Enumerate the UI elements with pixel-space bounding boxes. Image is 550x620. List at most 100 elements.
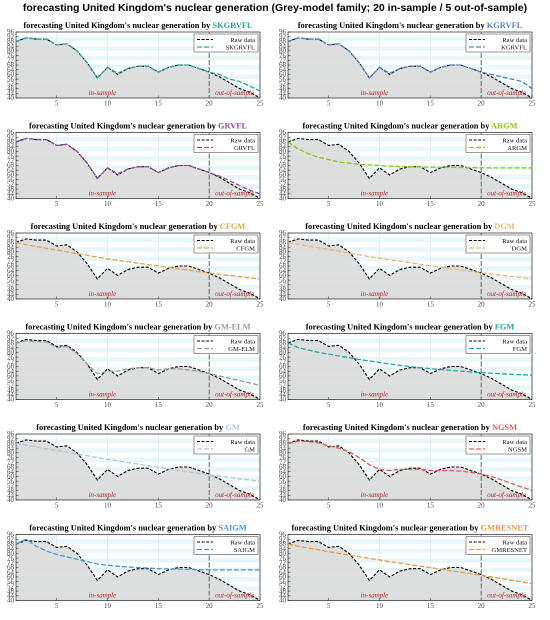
y-tick-label: 76 [7,454,15,462]
y-tick-label: 88 [279,138,287,146]
y-tick-label: 88 [279,239,287,247]
panel-title: forecasting United Kingdom's nuclear gen… [305,222,515,231]
y-tick-label: 60 [279,171,287,179]
y-tick-label: 48 [279,487,287,495]
y-tick-label: 76 [279,152,287,160]
y-tick-label: 96 [279,129,287,137]
model-forecast-line [287,543,533,585]
in-sample-label: in-sample [361,391,389,399]
y-tick-label: 88 [279,38,287,46]
legend-label-raw: Raw data [502,37,527,44]
legend-label-model: SAIGM [234,547,255,554]
y-tick-label: 44 [7,190,15,198]
y-tick-label: 84 [7,344,15,352]
y-tick-label: 64 [279,568,287,576]
y-tick-label: 92 [279,334,287,342]
panel-title: forecasting United Kingdom's nuclear gen… [29,524,247,533]
y-tick-label: 84 [279,42,287,50]
model-forecast-line [287,440,533,492]
x-tick-label: 20 [206,301,214,309]
y-tick-label: 56 [279,276,287,284]
model-forecast-line [15,241,261,280]
x-tick-label: 10 [104,200,112,208]
y-tick-label: 80 [7,349,15,357]
grid-band [288,548,532,554]
y-tick-label: 48 [279,286,287,294]
y-tick-label: 52 [7,382,15,390]
grid-band [288,338,532,343]
grid-band [288,156,532,161]
y-tick-label: 96 [279,330,287,338]
model-forecast-line [15,37,261,92]
chart-panel-dgm: forecasting United Kingdom's nuclear gen… [279,222,536,309]
y-tick-label: 52 [279,181,287,189]
y-tick-label: 76 [7,152,15,160]
out-of-sample-label: out-of-sample [487,491,526,499]
in-sample-label: in-sample [89,290,117,298]
panel-title-prefix: forecasting United Kingdom's nuclear gen… [29,524,218,533]
y-tick-label: 48 [7,185,15,193]
y-tick-label: 44 [279,290,287,298]
y-tick-label: 64 [7,367,15,375]
x-tick-label: 15 [155,401,163,409]
y-tick-label: 92 [7,535,15,543]
panel-title-model: SKGRVFL [212,21,253,30]
x-tick-label: 5 [327,401,331,409]
y-tick-label: 96 [7,531,15,539]
in-sample-label: in-sample [89,190,117,198]
x-tick-label: 15 [155,200,163,208]
y-tick-label: 40 [279,94,287,102]
grid-band [288,448,532,453]
in-sample-label: in-sample [89,89,117,97]
raw-data-line [287,338,533,400]
x-tick-label: 15 [427,502,435,510]
y-tick-label: 52 [279,583,287,591]
y-tick-label: 72 [279,358,287,366]
model-forecast-line [287,141,532,169]
legend-box [193,435,259,455]
panel-title: forecasting United Kingdom's nuclear gen… [303,423,517,432]
y-tick-label: 72 [7,458,15,466]
in-sample-label: in-sample [89,491,117,499]
panels-grid: forecasting United Kingdom's nuclear gen… [7,21,536,610]
y-tick-label: 96 [279,28,287,36]
y-tick-label: 44 [279,592,287,600]
chart-panel-gmresnet: forecasting United Kingdom's nuclear gen… [279,524,536,611]
grid-band [288,55,532,61]
legend-label-raw: Raw data [230,338,255,345]
x-tick-label: 25 [257,602,265,610]
y-tick-label: 64 [279,468,287,476]
y-tick-label: 52 [279,281,287,289]
y-tick-label: 68 [279,564,287,572]
x-tick-label: 15 [155,301,163,309]
x-tick-label: 20 [478,502,486,510]
panel-title: forecasting United Kingdom's nuclear gen… [25,323,250,332]
y-tick-label: 72 [7,358,15,366]
y-tick-label: 96 [279,430,287,438]
x-tick-label: 15 [427,401,435,409]
y-tick-label: 52 [7,80,15,88]
x-tick-label: 15 [427,301,435,309]
y-tick-label: 40 [7,295,15,303]
x-tick-label: 5 [55,200,59,208]
x-tick-label: 5 [55,100,59,108]
x-tick-label: 20 [206,502,214,510]
y-tick-label: 76 [279,554,287,562]
raw-data-line [287,439,533,501]
y-tick-label: 56 [279,377,287,385]
raw-data-line [287,238,533,300]
x-tick-label: 25 [529,200,537,208]
y-tick-label: 56 [279,477,287,485]
out-of-sample-label: out-of-sample [215,290,254,298]
y-tick-label: 52 [7,281,15,289]
grid-band [288,457,532,463]
x-tick-label: 5 [55,301,59,309]
legend-label-model: DGM [512,245,528,252]
raw-data-area [288,238,532,299]
x-tick-label: 10 [376,502,384,510]
y-tick-label: 80 [279,550,287,558]
x-tick-label: 25 [257,100,265,108]
panel-title-model: GM [225,423,240,432]
chart-panel-kgrvfl: forecasting United Kingdom's nuclear gen… [279,21,536,108]
y-tick-label: 84 [7,545,15,553]
